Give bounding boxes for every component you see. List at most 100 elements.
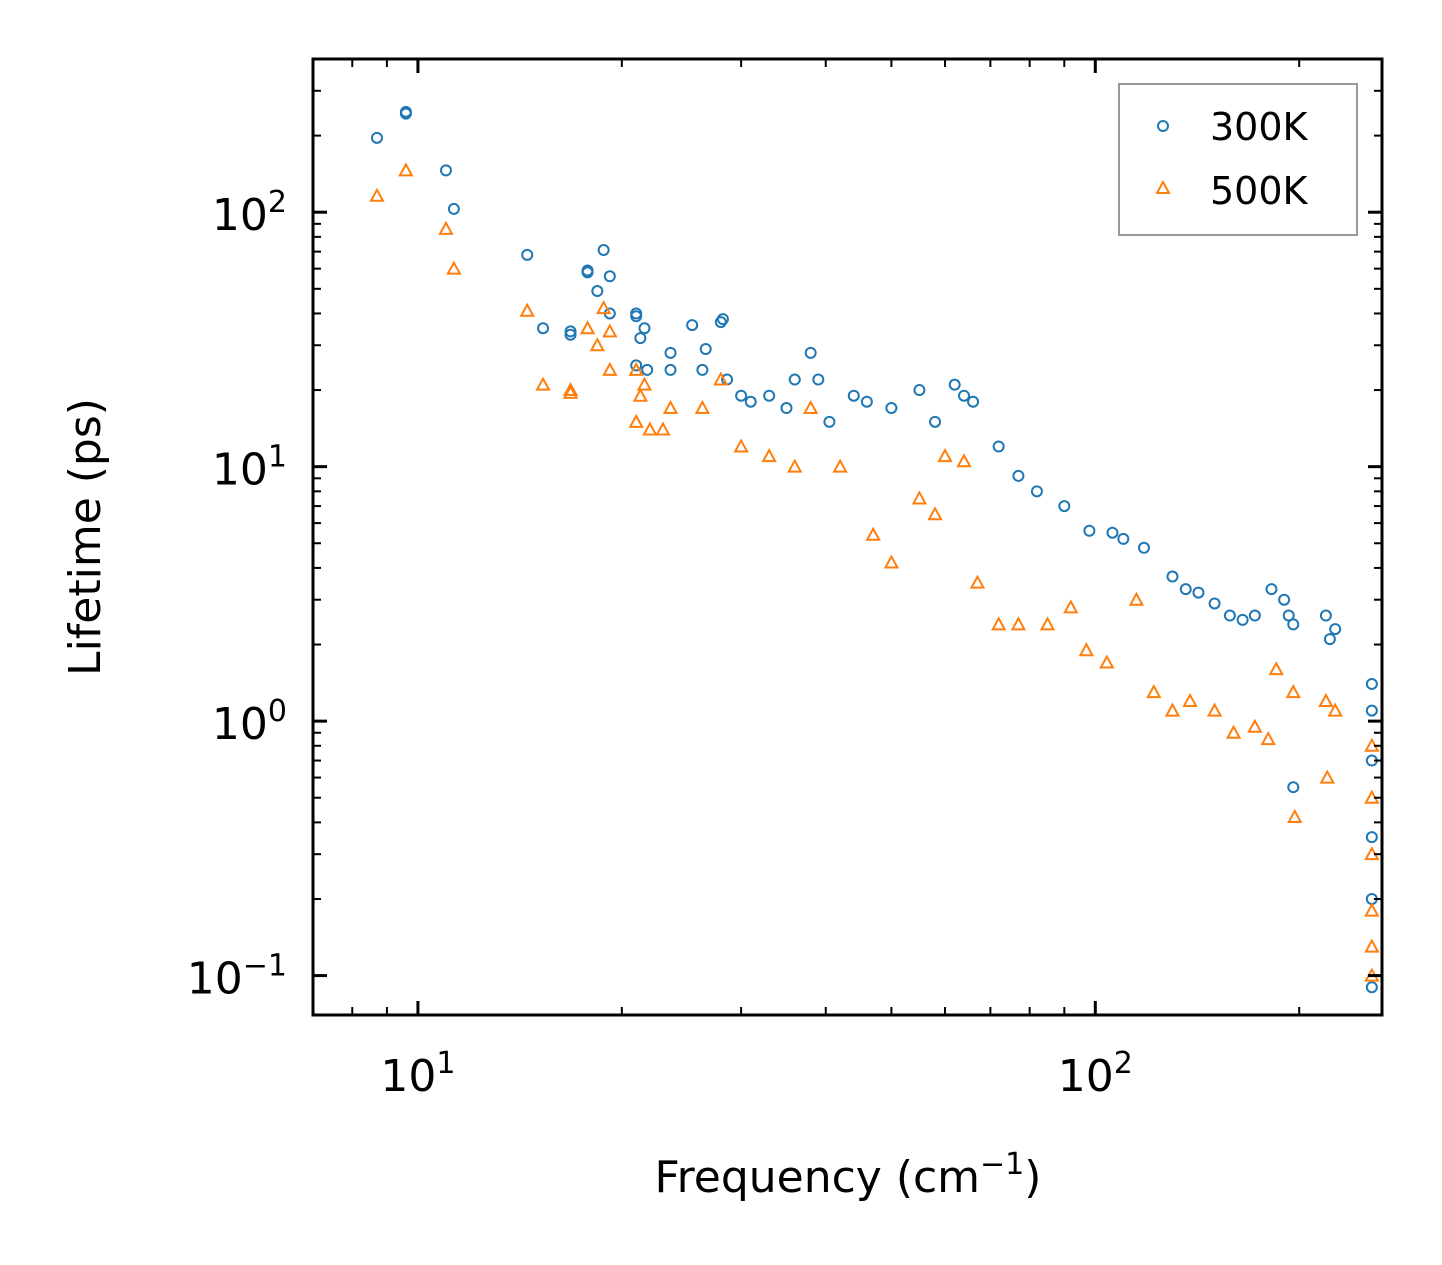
- data-point-300k: [1287, 781, 1300, 794]
- data-point-500k: [1319, 769, 1335, 784]
- legend-label-500k: 500K: [1210, 169, 1309, 213]
- data-point-300k: [1319, 609, 1332, 622]
- data-point-300k: [696, 363, 709, 376]
- data-point-300k: [664, 346, 677, 359]
- data-point-300k: [638, 322, 651, 335]
- data-point-500k: [1225, 724, 1242, 739]
- data-point-300k: [1208, 597, 1221, 610]
- data-point-500k: [927, 506, 943, 521]
- data-point-300k: [735, 389, 748, 402]
- data-point-500k: [642, 421, 658, 436]
- data-point-500k: [602, 361, 618, 376]
- data-point-500k: [1010, 616, 1027, 631]
- legend-marker-300k: [1157, 120, 1169, 132]
- data-point-300k: [714, 316, 727, 329]
- data-point-300k: [1012, 469, 1025, 482]
- data-point-300k: [812, 373, 825, 386]
- x-tick-label: 102: [1058, 1046, 1133, 1102]
- data-point-300k: [1365, 704, 1378, 717]
- data-point-500k: [628, 361, 644, 376]
- data-point-300k: [860, 395, 873, 408]
- data-point-500k: [369, 187, 385, 202]
- data-point-300k: [1329, 623, 1342, 636]
- data-point-300k: [948, 378, 961, 391]
- data-point-300k: [1179, 583, 1192, 596]
- x-tick-label: 101: [380, 1046, 455, 1102]
- data-point-500k: [969, 574, 986, 589]
- data-point-500k: [1287, 808, 1303, 823]
- data-point-500k: [662, 399, 679, 415]
- y-tick-label: 102: [212, 185, 287, 241]
- data-point-500k: [1206, 702, 1223, 717]
- legend-label-300k: 300K: [1210, 105, 1309, 149]
- plot-frame: [311, 57, 1384, 1017]
- data-point-300k: [1106, 526, 1119, 539]
- data-point-500k: [398, 162, 414, 177]
- data-point-500k: [519, 302, 535, 317]
- data-point-300k: [603, 270, 616, 283]
- data-point-500k: [579, 320, 596, 335]
- data-point-500k: [1039, 616, 1056, 631]
- data-point-500k: [1364, 938, 1380, 953]
- data-point-300k: [992, 440, 1005, 453]
- data-point-500k: [446, 260, 462, 275]
- data-point-300k: [439, 164, 452, 177]
- legend: 300K 500K: [1118, 83, 1358, 236]
- data-point-300k: [780, 402, 793, 415]
- data-point-300k: [537, 322, 550, 335]
- legend-frame: [1118, 83, 1358, 236]
- y-tick-label: 100: [212, 694, 287, 750]
- data-point-500k: [990, 616, 1007, 631]
- data-point-300k: [967, 395, 980, 408]
- data-point-300k: [641, 363, 654, 376]
- data-point-500k: [562, 381, 579, 397]
- data-point-300k: [591, 285, 604, 298]
- data-point-500k: [694, 399, 711, 415]
- data-point-300k: [929, 415, 942, 428]
- y-tick-label: 101: [212, 440, 287, 496]
- data-point-300k: [1323, 633, 1336, 646]
- data-point-300k: [913, 384, 926, 397]
- data-point-500k: [1364, 902, 1380, 917]
- legend-marker-500k: [1155, 179, 1171, 194]
- data-point-300k: [1166, 570, 1179, 583]
- x-axis-title: Frequency (cm−1): [655, 1147, 1042, 1203]
- data-point-500k: [1318, 692, 1334, 707]
- data-point-500k: [787, 458, 803, 473]
- data-point-500k: [535, 376, 551, 391]
- plot-points: [369, 105, 1380, 994]
- data-point-300k: [447, 202, 460, 215]
- data-point-300k: [823, 415, 836, 428]
- data-point-300k: [958, 389, 971, 402]
- data-point-500k: [865, 526, 881, 541]
- data-point-500k: [1285, 684, 1301, 699]
- data-point-300k: [664, 363, 677, 376]
- data-point-300k: [716, 313, 729, 326]
- series-300k: [370, 105, 1378, 994]
- data-point-300k: [581, 264, 594, 277]
- data-point-500k: [636, 376, 653, 391]
- data-point-300k: [1058, 500, 1071, 513]
- data-point-300k: [630, 310, 643, 323]
- data-point-500k: [937, 448, 953, 463]
- y-axis-title: Lifetime (ps): [60, 398, 111, 676]
- data-point-500k: [1182, 692, 1198, 707]
- y-tick-label: 10−1: [187, 949, 287, 1005]
- data-point-500k: [883, 554, 900, 569]
- data-point-300k: [1223, 609, 1236, 622]
- data-point-500k: [1128, 591, 1145, 606]
- data-point-300k: [1278, 593, 1291, 606]
- data-point-500k: [589, 337, 605, 352]
- series-500k: [369, 162, 1380, 982]
- data-point-300k: [885, 402, 898, 415]
- data-point-300k: [1265, 583, 1278, 596]
- tick-labels: 101 102 10−1 100 101 102: [187, 185, 1133, 1102]
- data-point-500k: [1099, 654, 1115, 669]
- data-point-300k: [788, 373, 801, 386]
- data-point-300k: [1365, 981, 1378, 994]
- data-point-300k: [686, 319, 699, 332]
- data-point-500k: [733, 438, 749, 453]
- data-point-500k: [1260, 730, 1276, 746]
- data-point-300k: [1083, 524, 1096, 537]
